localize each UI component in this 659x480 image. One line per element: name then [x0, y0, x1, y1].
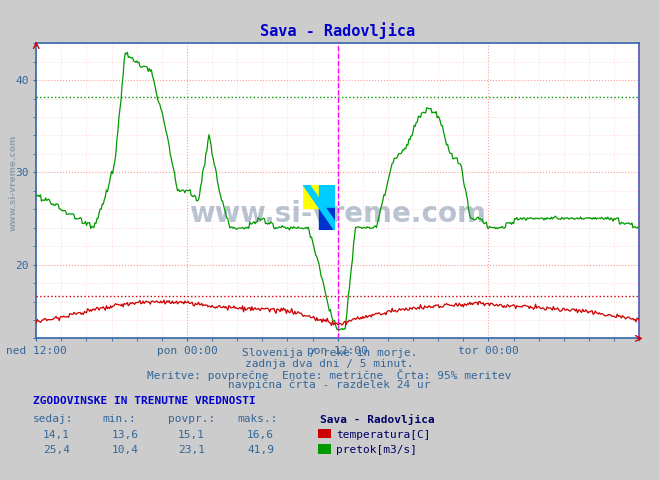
Text: 10,4: 10,4 [112, 445, 139, 455]
Text: pretok[m3/s]: pretok[m3/s] [336, 445, 417, 455]
Text: 41,9: 41,9 [247, 445, 274, 455]
Polygon shape [303, 185, 335, 230]
Text: 25,4: 25,4 [43, 445, 70, 455]
Text: maks.:: maks.: [237, 414, 277, 424]
Text: povpr.:: povpr.: [168, 414, 215, 424]
Text: sedaj:: sedaj: [33, 414, 73, 424]
Text: Sava - Radovljica: Sava - Radovljica [320, 414, 434, 425]
Title: Sava - Radovljica: Sava - Radovljica [260, 23, 415, 39]
Text: www.si-vreme.com: www.si-vreme.com [189, 201, 486, 228]
Text: www.si-vreme.com: www.si-vreme.com [9, 134, 18, 230]
Text: temperatura[C]: temperatura[C] [336, 430, 430, 440]
Text: min.:: min.: [102, 414, 136, 424]
Text: zadnja dva dni / 5 minut.: zadnja dva dni / 5 minut. [245, 359, 414, 369]
Text: 23,1: 23,1 [178, 445, 205, 455]
Polygon shape [319, 185, 335, 208]
Text: 16,6: 16,6 [247, 430, 274, 440]
Text: Meritve: povprečne  Enote: metrične  Črta: 95% meritev: Meritve: povprečne Enote: metrične Črta:… [147, 369, 512, 381]
Text: 15,1: 15,1 [178, 430, 205, 440]
Text: 13,6: 13,6 [112, 430, 139, 440]
Text: 14,1: 14,1 [43, 430, 70, 440]
Bar [303, 185, 319, 208]
Bar [319, 208, 335, 230]
Text: Slovenija / reke in morje.: Slovenija / reke in morje. [242, 348, 417, 358]
Text: ZGODOVINSKE IN TRENUTNE VREDNOSTI: ZGODOVINSKE IN TRENUTNE VREDNOSTI [33, 396, 256, 406]
Text: navpična črta - razdelek 24 ur: navpična črta - razdelek 24 ur [228, 380, 431, 390]
